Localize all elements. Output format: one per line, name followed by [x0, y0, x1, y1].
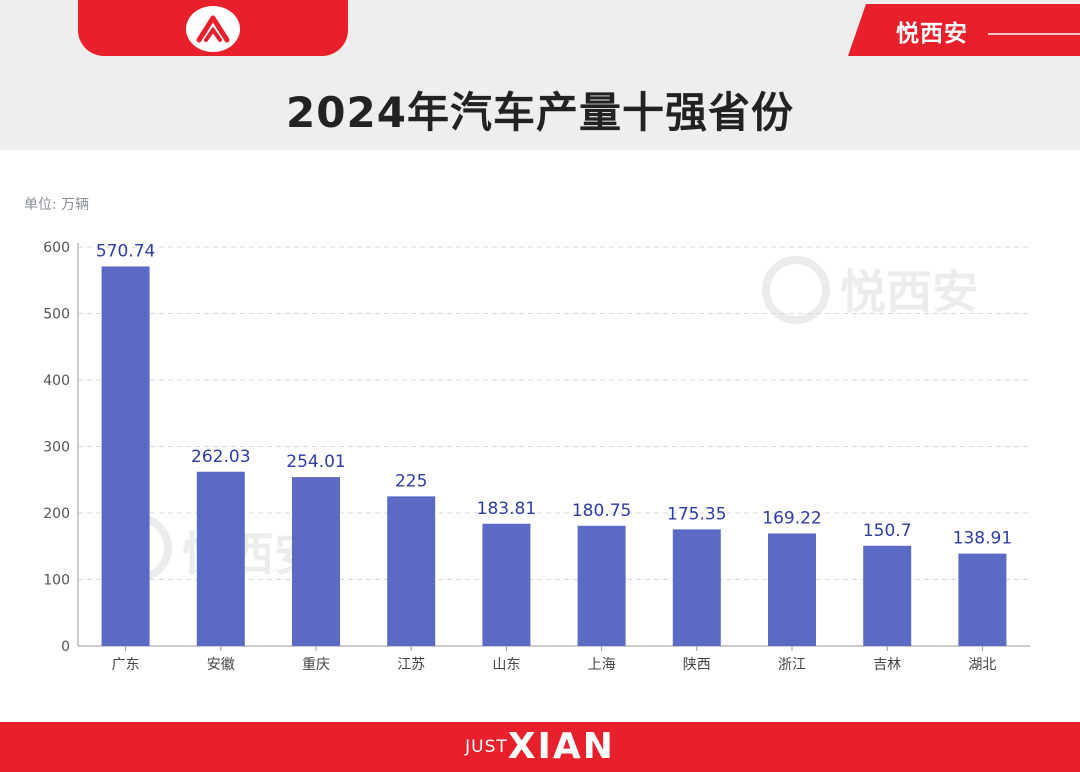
- data-label: 138.91: [953, 529, 1012, 549]
- y-tick-label: 500: [43, 307, 70, 323]
- bar: [101, 266, 150, 646]
- data-label: 183.81: [477, 499, 536, 519]
- x-tick-label: 湖北: [968, 657, 996, 673]
- watermark-icon: [762, 256, 830, 324]
- footer-just: JUST: [465, 737, 508, 757]
- bar: [958, 553, 1007, 646]
- brand-tab: [848, 4, 1080, 56]
- bar: [577, 525, 626, 646]
- y-tick-label: 200: [43, 506, 70, 522]
- data-label: 175.35: [667, 504, 726, 524]
- data-label: 254.01: [286, 452, 345, 472]
- x-tick-label: 上海: [588, 657, 616, 673]
- bar: [292, 477, 340, 646]
- footer-brand: JUSTXIAN: [0, 726, 1080, 767]
- data-label: 225: [395, 471, 427, 491]
- title-band: [0, 58, 1080, 150]
- bar: [387, 496, 436, 646]
- bar: [863, 545, 912, 646]
- data-label: 262.03: [191, 447, 250, 467]
- page-title: 2024年汽车产量十强省份: [286, 88, 794, 137]
- y-tick-label: 300: [43, 440, 70, 456]
- x-tick-label: 安徽: [207, 657, 235, 673]
- bar: [482, 523, 531, 646]
- x-tick-label: 重庆: [302, 657, 330, 673]
- footer-xian: XIAN: [507, 726, 615, 767]
- unit-label: 单位: 万辆: [24, 197, 90, 213]
- y-tick-label: 0: [61, 639, 70, 655]
- x-tick-label: 山东: [492, 657, 520, 673]
- bar: [672, 529, 721, 646]
- data-label: 570.74: [96, 241, 155, 261]
- brand-logo-icon: [186, 6, 240, 52]
- data-label: 150.7: [863, 521, 912, 541]
- y-tick-label: 600: [43, 240, 70, 256]
- y-tick-label: 100: [43, 573, 70, 589]
- y-tick-label: 400: [43, 373, 70, 389]
- x-tick-label: 浙江: [778, 657, 806, 673]
- x-tick-label: 广东: [112, 657, 140, 673]
- data-label: 169.22: [762, 508, 821, 528]
- bar: [768, 533, 816, 646]
- x-tick-label: 吉林: [873, 657, 901, 673]
- x-tick-label: 陕西: [683, 657, 711, 673]
- x-tick-label: 江苏: [397, 657, 425, 673]
- bar: [196, 471, 245, 646]
- data-label: 180.75: [572, 501, 631, 521]
- watermark-text: 悦西安: [840, 265, 978, 319]
- brand-name: 悦西安: [896, 21, 968, 47]
- bottom-bar: [0, 722, 1080, 772]
